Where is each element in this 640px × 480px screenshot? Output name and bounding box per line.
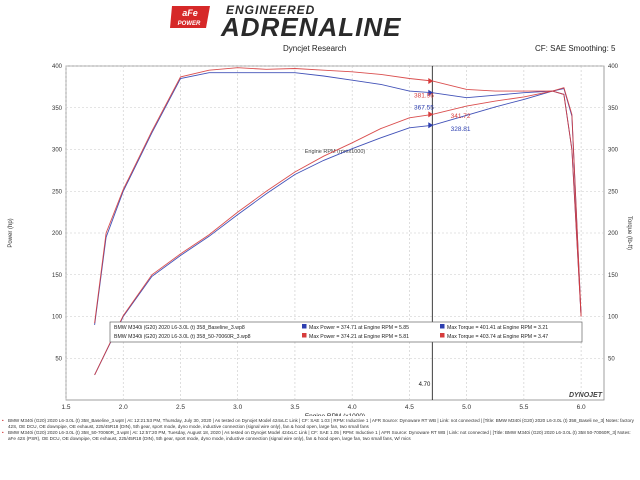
legend-run-name: BMW M340i (G20) 2020 L6-3.0L (t) 358_Bas… xyxy=(114,325,245,331)
svg-text:aFe: aFe xyxy=(182,8,198,18)
footnote-marker-red: • xyxy=(2,430,4,435)
y-left-tick-label: 350 xyxy=(52,106,63,112)
legend-swatch-torque xyxy=(440,333,445,338)
legend-swatch-power xyxy=(302,324,307,329)
legend-box xyxy=(109,321,583,343)
y-right-tick-label: 200 xyxy=(608,231,619,237)
y-right-axis-label: Torque (lb-ft) xyxy=(626,216,632,250)
series-line-power-2 xyxy=(94,87,582,376)
cursor-marker xyxy=(428,111,434,118)
footnote-marker-blue: • xyxy=(2,418,4,423)
cursor-marker xyxy=(428,89,434,96)
cursor-marker xyxy=(428,78,434,85)
y-left-tick-label: 300 xyxy=(52,148,63,154)
y-left-tick-label: 50 xyxy=(55,356,62,362)
footnote-text: BMW M340i (G20) 2020 L6-3.0L (t) 358_50-… xyxy=(8,430,631,441)
y-left-tick-label: 150 xyxy=(52,273,63,279)
y-right-tick-label: 400 xyxy=(608,64,619,70)
x-tick-label: 4.0 xyxy=(348,404,357,411)
dyno-chart: 1.5 2.0 2.5 3.0 3.5 4.0 4.5 5.0 5.5 6.0 50 50 100 100… xyxy=(8,64,632,416)
dynojet-watermark: DYNOJET xyxy=(569,392,603,399)
legend-swatch-torque xyxy=(440,324,445,329)
y-left-tick-label: 400 xyxy=(52,64,63,70)
y-right-tick-label: 50 xyxy=(608,356,615,362)
y-left-tick-label: 200 xyxy=(52,231,63,237)
y-right-tick-label: 100 xyxy=(608,315,619,321)
run-footnotes: • BMW M340i (G20) 2020 L6-3.0L (t) 358_Ba… xyxy=(2,418,638,442)
y-right-tick-label: 300 xyxy=(608,148,619,154)
cursor-rpm-label: 4.70 xyxy=(419,382,431,388)
x-axis-label: Engine RPM (x1000) xyxy=(305,413,365,416)
brand-name: ADRENALINE xyxy=(221,12,402,42)
x-tick-label: 3.5 xyxy=(290,404,299,411)
svg-text:POWER: POWER xyxy=(178,21,201,27)
footnote-text: BMW M340i (G20) 2020 L6-3.0L (t) 358_Bas… xyxy=(8,418,634,429)
afe-power-logo: aFe POWER xyxy=(170,6,210,28)
x-tick-label: 1.5 xyxy=(61,404,70,411)
y-right-tick-label: 150 xyxy=(608,273,619,279)
series-line-torque-3 xyxy=(94,67,582,324)
report-header: aFe POWER ENGINEERED ADRENALINE xyxy=(0,0,640,42)
y-right-tick-label: 350 xyxy=(608,106,619,112)
legend-max-torque: Max Torque = 403.74 at Engine RPM = 3.47 xyxy=(447,334,548,340)
x-tick-label: 5.0 xyxy=(462,404,471,411)
cursor-value-label: 367.55 xyxy=(414,104,434,111)
x-tick-label: 6.0 xyxy=(577,404,586,411)
series-line-torque-1 xyxy=(94,72,582,325)
y-left-axis-label: Power (hp) xyxy=(8,218,14,247)
x-tick-label: 4.5 xyxy=(405,404,414,411)
x-tick-label: 3.0 xyxy=(233,404,242,411)
y-left-tick-label: 250 xyxy=(52,189,63,195)
legend-run-name: BMW M340i (G20) 2020 L6-3.0L (t) 358_50-… xyxy=(114,334,251,340)
x-tick-label: 5.5 xyxy=(519,404,528,411)
legend-max-power: Max Power = 374.71 at Engine RPM = 5.85 xyxy=(309,325,409,331)
cursor-marker xyxy=(428,122,434,129)
legend-swatch-power xyxy=(302,333,307,338)
brand-tagline: ENGINEERED xyxy=(226,3,316,17)
cursor-value-label: 381.96 xyxy=(414,93,434,100)
correction-factor-label: CF: SAE Smoothing: 5 xyxy=(535,44,616,53)
y-right-tick-label: 250 xyxy=(608,189,619,195)
report-subtitle: Dyncjet Research xyxy=(283,44,347,53)
y-left-tick-label: 100 xyxy=(52,315,63,321)
cursor-value-label: 341.72 xyxy=(451,113,471,120)
cursor-value-label: 328.81 xyxy=(451,126,471,133)
footnote-intake: • BMW M340i (G20) 2020 L6-3.0L (t) 358_50… xyxy=(2,430,638,442)
x-tick-label: 2.0 xyxy=(119,404,128,411)
top-axis-label: Engine RPM (rpmx1000) xyxy=(305,149,366,155)
footnote-baseline: • BMW M340i (G20) 2020 L6-3.0L (t) 358_Ba… xyxy=(2,418,638,430)
x-tick-label: 2.5 xyxy=(176,404,185,411)
legend-max-power: Max Power = 374.21 at Engine RPM = 5.81 xyxy=(309,334,409,340)
legend-max-torque: Max Torque = 401.41 at Engine RPM = 3.21 xyxy=(447,325,548,331)
